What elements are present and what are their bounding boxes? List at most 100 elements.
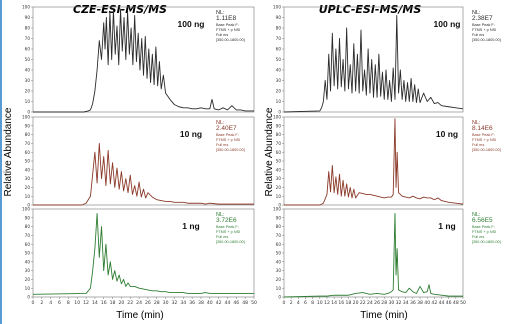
y-tick-label: 70 [25,233,31,238]
scan-meta-line: FTMS + p NSI [472,138,496,142]
y-tick-label: 30 [276,78,282,83]
y-tick-label: 40 [25,68,31,73]
y-tick-label: 100 [22,5,30,10]
x-tick-label: 20 [118,300,124,306]
scan-meta-line: Base Peak F: [216,133,239,137]
x-tick-label: 32 [396,300,402,306]
x-tick-label: 8 [67,300,70,306]
y-axis-label: Relative Abundance [3,107,14,196]
y-tick-label: 10 [25,194,31,199]
sample-amount-label: 1 ng [182,221,199,231]
x-tick-label: 0 [32,300,35,306]
trace-line [283,14,464,113]
y-tick-label: 30 [25,176,31,181]
scan-meta-line: Full ms [472,143,484,147]
x-tick-label: 40 [424,300,430,306]
x-tick-label: 48 [242,300,248,306]
sample-amount-label: 10 ng [436,129,458,139]
sample-amount-label: 1 ng [438,221,455,231]
y-tick-label: 50 [276,57,282,62]
x-tick-label: 46 [446,300,452,306]
y-tick-label: 70 [25,36,31,41]
x-tick-label: 28 [381,300,387,306]
trace-line [32,212,254,295]
y-tick-label: 50 [276,159,282,164]
scan-meta-line: [350.00-1800.00] [216,38,245,42]
scan-meta-line: Base Peak F: [216,225,239,229]
y-tick-label: 10 [25,286,31,291]
y-tick-label: 0 [278,110,281,115]
y-tick-label: 40 [25,167,31,172]
y-tick-label: 60 [25,150,31,155]
x-tick-label: 36 [410,300,416,306]
x-tick-label: 10 [74,300,80,306]
y-tick-label: 100 [273,207,281,212]
y-tick-label: 70 [276,36,282,41]
x-tick-label: 10 [317,300,323,306]
y-tick-label: 60 [25,47,31,52]
nl-label: NL: [216,212,225,218]
y-tick-label: 90 [25,123,31,128]
scan-meta-line: Base Peak F: [472,225,495,229]
scan-meta-line: [350.00-1800.00] [216,148,245,152]
y-tick-label: 20 [276,185,282,190]
x-tick-label: 18 [346,300,352,306]
scan-meta-line: Full ms [216,143,228,147]
y-tick-label: 80 [25,132,31,137]
nl-value: 6.56E5 [472,217,493,224]
y-tick-label: 100 [273,5,281,10]
x-tick-label: 42 [431,300,437,306]
y-tick-label: 40 [276,167,282,172]
x-tick-label: 20 [353,300,359,306]
scan-meta-line: FTMS + p NSI [472,230,496,234]
scan-meta-line: [350.00-1800.00] [216,240,245,244]
x-tick-label: 22 [360,300,366,306]
sample-amount-label: 100 ng [434,19,461,29]
chart-title: CZE-ESI-MS/MS [73,3,167,16]
x-tick-label: 42 [216,300,222,306]
y-tick-label: 30 [25,268,31,273]
y-tick-label: 10 [276,194,282,199]
x-tick-label: 4 [49,300,52,306]
nl-value: 3.72E6 [216,217,237,224]
x-tick-label: 44 [439,300,445,306]
scan-meta-line: Base Peak F: [472,23,495,27]
y-tick-label: 10 [276,286,282,291]
chart-1: UPLC-ESI-MS/MS Relative Abundance Time (mi… [264,3,501,321]
nl-label: NL: [472,212,481,218]
y-tick-label: 30 [276,268,282,273]
scan-meta-line: [350.00-1800.00] [472,38,501,42]
x-tick-label: 12 [83,300,89,306]
y-tick-label: 80 [25,26,31,31]
x-tick-label: 34 [403,300,409,306]
nl-value: 8.14E6 [472,125,493,132]
y-tick-label: 90 [25,15,31,20]
y-tick-label: 60 [276,242,282,247]
y-tick-label: 80 [276,26,282,31]
x-tick-label: 44 [225,300,231,306]
y-tick-label: 0 [278,295,281,300]
y-tick-label: 50 [276,251,282,256]
x-tick-label: 26 [374,300,380,306]
x-tick-label: 16 [338,300,344,306]
x-tick-label: 4 [297,300,300,306]
y-tick-label: 40 [276,259,282,264]
nl-label: NL: [472,10,481,16]
x-tick-label: 50 [251,300,257,306]
x-tick-label: 14 [331,300,337,306]
x-tick-label: 22 [127,300,133,306]
y-axis-label: Relative Abundance [264,107,275,196]
y-tick-label: 60 [25,242,31,247]
scan-meta-line: Base Peak F: [216,23,239,27]
x-tick-label: 32 [172,300,178,306]
trace-line [33,142,254,206]
x-tick-label: 16 [101,300,107,306]
scan-meta-line: Full ms [472,33,484,37]
scan-meta-line: Base Peak F: [472,133,495,137]
scan-meta-line: FTMS + p NSI [472,28,496,32]
y-tick-label: 90 [276,215,282,220]
x-tick-label: 2 [40,300,43,306]
y-tick-label: 20 [25,185,31,190]
scan-meta-line: [350.00-1800.00] [472,148,501,152]
